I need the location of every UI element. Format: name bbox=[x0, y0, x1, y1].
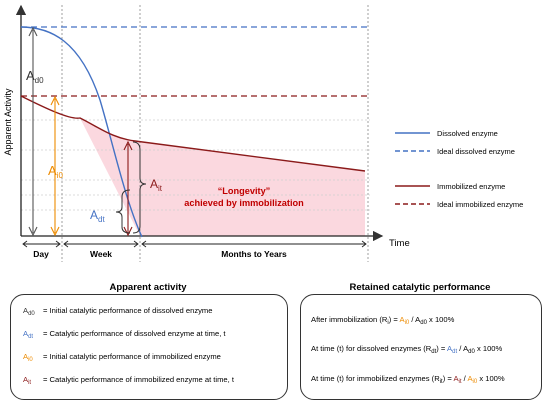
segment-months-years: Months to Years bbox=[221, 249, 287, 259]
adt-brace bbox=[115, 189, 131, 234]
legend-dissolved: Dissolved enzyme bbox=[437, 129, 498, 138]
segment-week: Week bbox=[90, 249, 112, 259]
definition-row: Ait = Catalytic performance of immobilize… bbox=[23, 375, 234, 386]
apparent-activity-title: Apparent activity bbox=[109, 282, 187, 293]
ad0-arrow bbox=[28, 26, 38, 237]
ait-label: Ait bbox=[150, 177, 163, 193]
y-axis-label: Apparent Activity bbox=[3, 88, 13, 156]
time-dividers bbox=[61, 5, 369, 262]
apparent-activity-box: Ad0 = Initial catalytic performance of di… bbox=[10, 294, 288, 400]
longevity-subtitle: achieved by immobilization bbox=[184, 198, 304, 208]
ait-arrow bbox=[123, 140, 133, 237]
ait-brace bbox=[132, 141, 147, 234]
definition-row: Adt = Catalytic performance of dissolved … bbox=[23, 329, 226, 340]
retained-title: Retained catalytic performance bbox=[349, 282, 491, 293]
retained-box: After immobilization (Ri) = Ai0 / Ad0 x … bbox=[300, 294, 542, 400]
longevity-title: “Longevity” bbox=[218, 186, 271, 196]
definition-row: Ai0 = Initial catalytic performance of im… bbox=[23, 352, 221, 363]
x-axis-label: Time bbox=[389, 238, 410, 249]
ai0-label: Ai0 bbox=[48, 163, 63, 180]
definition-row: Ad0 = Initial catalytic performance of di… bbox=[23, 306, 213, 317]
immobilized-curve bbox=[20, 95, 366, 172]
formula-rit: At time (t) for immobilized enzymes (Rit… bbox=[311, 374, 505, 385]
formula-ri: After immobilization (Ri) = Ai0 / Ad0 x … bbox=[311, 315, 455, 326]
time-segment-arrows bbox=[22, 240, 367, 248]
segment-day: Day bbox=[33, 249, 49, 259]
legend-ideal-dissolved: Ideal dissolved enzyme bbox=[437, 147, 515, 156]
formula-rdt: At time (t) for dissolved enzymes (Rdt) … bbox=[311, 344, 503, 355]
adt-label: Adt bbox=[90, 208, 105, 224]
longevity-region bbox=[80, 118, 365, 236]
ad0-label: Ad0 bbox=[26, 68, 44, 85]
ai0-arrow bbox=[50, 95, 60, 237]
legend: Dissolved enzyme Ideal dissolved enzyme … bbox=[395, 129, 523, 209]
legend-ideal-immobilized: Ideal immobilized enzyme bbox=[437, 200, 523, 209]
dissolved-curve bbox=[20, 26, 143, 238]
legend-immobilized: Immobilized enzyme bbox=[437, 182, 505, 191]
